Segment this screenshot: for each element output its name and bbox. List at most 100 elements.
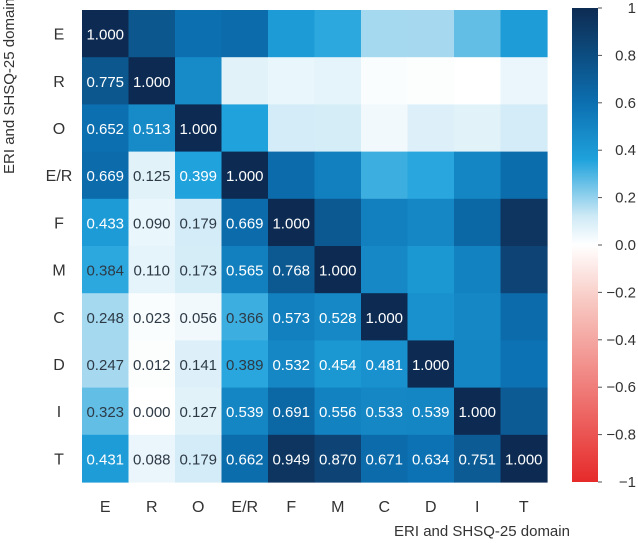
heatmap-cell-F-E/R [221,198,269,247]
heatmap-cell-D-R [128,340,176,389]
cell-value-label: 0.634 [412,451,450,468]
heatmap-cell-R-I [454,57,502,105]
cell-value-label: 0.775 [86,74,124,91]
heatmap-cell-C-T [500,293,548,341]
cell-value-label: 0.179 [179,215,217,232]
cell-value-label: 0.768 [272,263,310,280]
cell-value-label: 0.248 [86,310,124,327]
x-tick-label: C [378,499,390,516]
heatmap-cell-C-E/R [221,293,269,341]
heatmap-cell-R-M [314,57,362,105]
cell-value-label: 0.573 [272,310,310,327]
cell-value-label: 0.539 [226,404,264,421]
heatmap-cell-E-O [175,10,223,58]
heatmap-cell-R-E [82,57,130,105]
heatmap-cell-D-T [500,340,548,389]
heatmap-cell-R-T [500,57,548,105]
heatmap-cell-D-E [82,340,130,389]
y-tick-label: R [53,74,65,91]
cell-value-label: 0.389 [226,357,264,374]
heatmap-cell-O-D [407,104,455,153]
cell-value-label: 0.433 [86,215,124,232]
colorbar-tick-label: 0.0 [615,237,636,254]
y-tick-label: E [54,27,65,44]
colorbar-tick-label: 0.6 [615,95,636,112]
heatmap-cell-T-F [268,434,316,483]
cell-value-label: 1.000 [365,310,403,327]
heatmap-cells [82,10,548,483]
heatmap-cell-I-T [500,387,548,436]
cell-value-label: 0.127 [179,404,217,421]
cell-value-label: 1.000 [133,74,171,91]
heatmap-cell-F-I [454,198,502,247]
cell-value-label: 0.110 [134,263,170,280]
heatmap-cell-M-T [500,246,548,294]
cell-value-label: 1.000 [272,215,310,232]
heatmap-cell-T-I [454,434,502,483]
colorbar-ticks: 1 0.8 0.6 0.4 0.2 0.0 −0.2 −0.4 −0.6 −0.8 −1 [598,0,636,491]
heatmap-cell-E-F [268,10,316,58]
heatmap-cell-O-E [82,104,130,153]
heatmap-cell-R-C [361,57,409,105]
cell-value-label: 0.671 [365,451,403,468]
x-tick-label: R [146,499,158,516]
heatmap-cell-M-M [314,246,362,294]
cell-value-label: 1.000 [226,168,264,185]
x-tick-label: F [286,499,296,516]
heatmap-cell-T-R [128,434,176,483]
heatmap-cell-I-E [82,387,130,436]
heatmap-cell-E/R-O [175,151,223,200]
colorbar-tick-label: −0.2 [606,284,636,301]
heatmap-cell-D-E/R [221,340,269,389]
heatmap-cell-E/R-T [500,151,548,200]
y-tick-label: M [52,263,65,280]
heatmap-cell-E/R-E/R [221,151,269,200]
colorbar-tick-label: 0.8 [615,47,636,64]
heatmap-cell-O-F [268,104,316,153]
colorbar-tick-label: −0.6 [606,379,636,396]
cell-value-label: 0.652 [86,121,124,138]
cell-value-label: 0.012 [133,357,171,374]
cell-value-label: 0.669 [86,168,124,185]
cell-value-label: 0.179 [179,451,217,468]
heatmap-cell-F-T [500,198,548,247]
heatmap-cell-R-D [407,57,455,105]
heatmap-cell-M-O [175,246,223,294]
cell-value-label: 0.556 [319,404,357,421]
heatmap-cell-I-I [454,387,502,436]
heatmap-cell-E-M [314,10,362,58]
heatmap-cell-F-R [128,198,176,247]
heatmap-cell-R-O [175,57,223,105]
x-tick-label: E [100,499,111,516]
heatmap-cell-M-D [407,246,455,294]
cell-value-label: 0.513 [133,121,171,138]
x-tick-label: E/R [231,499,258,516]
heatmap-cell-D-I [454,340,502,389]
x-axis-tick-labels: E R O E/R F M C D I T [100,499,529,516]
heatmap-cell-M-E/R [221,246,269,294]
y-tick-label: E/R [46,168,73,185]
heatmap-cell-I-M [314,387,362,436]
cell-value-label: 0.384 [86,263,124,280]
heatmap-cell-D-F [268,340,316,389]
colorbar-tick-label: 0.4 [615,142,636,159]
heatmap-cell-I-C [361,387,409,436]
heatmap-cell-C-R [128,293,176,341]
heatmap-cell-F-E [82,198,130,247]
cell-value-label: 0.565 [226,263,264,280]
heatmap-cell-I-E/R [221,387,269,436]
heatmap-cell-M-R [128,246,176,294]
heatmap-cell-T-E [82,434,130,483]
heatmap-cell-E-E/R [221,10,269,58]
x-tick-label: I [475,499,479,516]
heatmap-cell-T-O [175,434,223,483]
colorbar-tick-label: −0.4 [606,332,636,349]
heatmap-cell-T-E/R [221,434,269,483]
x-tick-label: D [425,499,437,516]
cell-value-label: 0.481 [365,357,403,374]
x-tick-label: M [331,499,344,516]
heatmap-cell-labels: 1.000 0.775 1.000 0.652 0.513 1.000 0.669 0.125… [86,27,542,469]
cell-value-label: 0.023 [133,310,171,327]
cell-value-label: 0.533 [365,404,403,421]
